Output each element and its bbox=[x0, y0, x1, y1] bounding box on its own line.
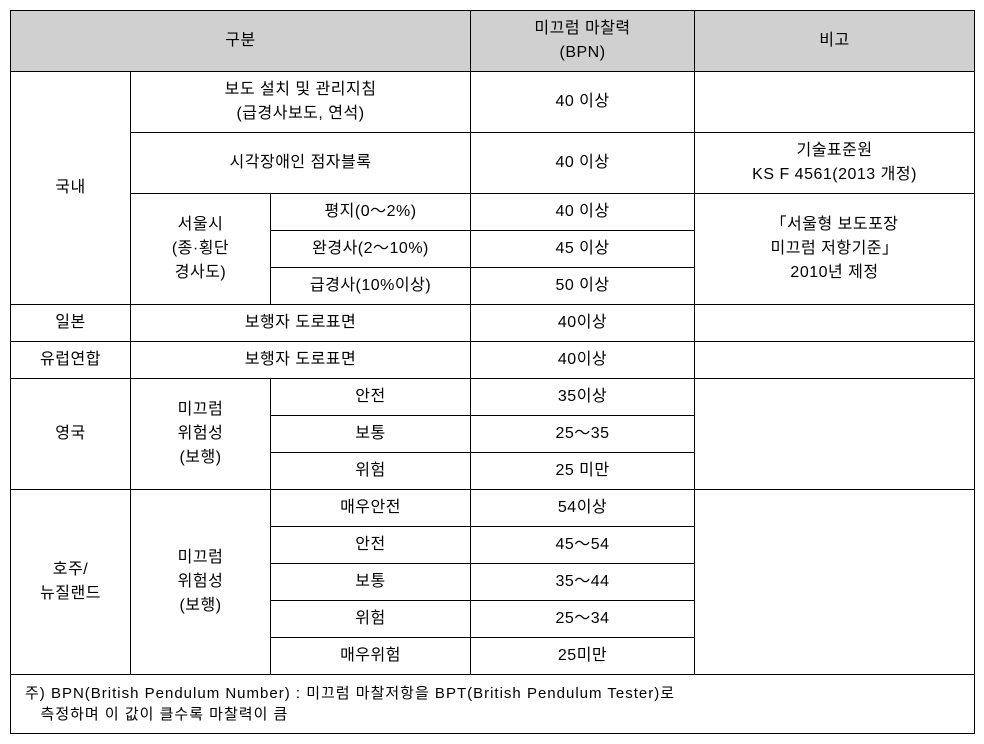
header-bpn: 미끄럼 마찰력 (BPN) bbox=[471, 11, 695, 72]
table-row: 영국 미끄럼 위험성 (보행) 안전 35이상 bbox=[11, 379, 975, 416]
text-line: (보행) bbox=[179, 597, 221, 614]
text-line: 미끄럼 bbox=[178, 401, 224, 418]
cell-uk-label: 영국 bbox=[11, 379, 131, 490]
table-footnote-row: 주) BPN(British Pendulum Number) : 미끄럼 마찰… bbox=[11, 675, 975, 734]
cell-domestic-r2-desc: 시각장애인 점자블록 bbox=[131, 133, 471, 194]
text-line: 호주/ bbox=[53, 561, 88, 578]
cell-seoul-r3-bpn: 40 이상 bbox=[471, 194, 695, 231]
cell-eu-bpn: 40이상 bbox=[471, 342, 695, 379]
cell-aunz-sub: 미끄럼 위험성 (보행) bbox=[131, 490, 271, 675]
cell-seoul-remark: 「서울형 보도포장 미끄럼 저항기준」 2010년 제정 bbox=[695, 194, 975, 305]
cell-domestic-label: 국내 bbox=[11, 72, 131, 305]
text-line: 「서울형 보도포장 bbox=[771, 216, 899, 233]
header-bpn-label: 미끄럼 마찰력 bbox=[534, 20, 630, 37]
header-bpn-unit: (BPN) bbox=[560, 44, 606, 61]
cell-uk-remark bbox=[695, 379, 975, 490]
table-row: 호주/ 뉴질랜드 미끄럼 위험성 (보행) 매우안전 54이상 bbox=[11, 490, 975, 527]
cell-uk-r3-desc: 위험 bbox=[271, 453, 471, 490]
text-line: 미끄럼 저항기준」 bbox=[771, 240, 899, 257]
cell-domestic-r2-bpn: 40 이상 bbox=[471, 133, 695, 194]
text-line: (보행) bbox=[179, 449, 221, 466]
text-line: KS F 4561(2013 개정) bbox=[752, 166, 917, 183]
cell-japan-desc: 보행자 도로표면 bbox=[131, 305, 471, 342]
cell-aunz-r5-desc: 매우위험 bbox=[271, 638, 471, 675]
slip-resistance-standards-table: 구분 미끄럼 마찰력 (BPN) 비고 국내 보도 설치 및 관리지침 (급경사… bbox=[10, 10, 975, 734]
cell-domestic-r1-bpn: 40 이상 bbox=[471, 72, 695, 133]
text-line: 2010년 제정 bbox=[790, 264, 878, 281]
cell-uk-r1-bpn: 35이상 bbox=[471, 379, 695, 416]
cell-aunz-r4-desc: 위험 bbox=[271, 601, 471, 638]
cell-uk-r3-bpn: 25 미만 bbox=[471, 453, 695, 490]
cell-aunz-r5-bpn: 25미만 bbox=[471, 638, 695, 675]
cell-seoul-r5-desc: 급경사(10%이상) bbox=[271, 268, 471, 305]
cell-seoul-r4-desc: 완경사(2～10%) bbox=[271, 231, 471, 268]
cell-japan-bpn: 40이상 bbox=[471, 305, 695, 342]
footnote-line1: 주) BPN(British Pendulum Number) : 미끄럼 마찰… bbox=[25, 685, 675, 702]
cell-seoul-r4-bpn: 45 이상 bbox=[471, 231, 695, 268]
cell-eu-remark bbox=[695, 342, 975, 379]
cell-eu-label: 유럽연합 bbox=[11, 342, 131, 379]
cell-footnote: 주) BPN(British Pendulum Number) : 미끄럼 마찰… bbox=[11, 675, 975, 734]
cell-aunz-r3-bpn: 35～44 bbox=[471, 564, 695, 601]
text-line: 뉴질랜드 bbox=[40, 585, 101, 602]
table-row: 유럽연합 보행자 도로표면 40이상 bbox=[11, 342, 975, 379]
cell-japan-remark bbox=[695, 305, 975, 342]
cell-domestic-r1-remark bbox=[695, 72, 975, 133]
cell-seoul-r3-desc: 평지(0～2%) bbox=[271, 194, 471, 231]
cell-seoul-r5-bpn: 50 이상 bbox=[471, 268, 695, 305]
header-category: 구분 bbox=[11, 11, 471, 72]
text-line: 위험성 bbox=[178, 573, 224, 590]
text-line: (급경사보도, 연석) bbox=[236, 105, 364, 122]
table-header-row: 구분 미끄럼 마찰력 (BPN) 비고 bbox=[11, 11, 975, 72]
text-line: 서울시 bbox=[178, 216, 224, 233]
cell-aunz-r4-bpn: 25～34 bbox=[471, 601, 695, 638]
text-line: (종·횡단 bbox=[172, 240, 229, 257]
text-line: 보도 설치 및 관리지침 bbox=[225, 81, 377, 98]
table-row: 일본 보행자 도로표면 40이상 bbox=[11, 305, 975, 342]
cell-uk-r1-desc: 안전 bbox=[271, 379, 471, 416]
cell-seoul-label: 서울시 (종·횡단 경사도) bbox=[131, 194, 271, 305]
cell-aunz-r1-bpn: 54이상 bbox=[471, 490, 695, 527]
cell-aunz-r2-bpn: 45～54 bbox=[471, 527, 695, 564]
cell-domestic-r2-remark: 기술표준원 KS F 4561(2013 개정) bbox=[695, 133, 975, 194]
cell-uk-r2-bpn: 25～35 bbox=[471, 416, 695, 453]
cell-domestic-r1-desc: 보도 설치 및 관리지침 (급경사보도, 연석) bbox=[131, 72, 471, 133]
table-row: 시각장애인 점자블록 40 이상 기술표준원 KS F 4561(2013 개정… bbox=[11, 133, 975, 194]
header-remark: 비고 bbox=[695, 11, 975, 72]
cell-eu-desc: 보행자 도로표면 bbox=[131, 342, 471, 379]
text-line: 기술표준원 bbox=[796, 142, 872, 159]
cell-uk-r2-desc: 보통 bbox=[271, 416, 471, 453]
text-line: 미끄럼 bbox=[178, 549, 224, 566]
footnote-line2: 측정하며 이 값이 클수록 마찰력이 큼 bbox=[41, 706, 289, 723]
cell-aunz-r1-desc: 매우안전 bbox=[271, 490, 471, 527]
cell-japan-label: 일본 bbox=[11, 305, 131, 342]
table-row: 국내 보도 설치 및 관리지침 (급경사보도, 연석) 40 이상 bbox=[11, 72, 975, 133]
cell-uk-sub: 미끄럼 위험성 (보행) bbox=[131, 379, 271, 490]
cell-aunz-r3-desc: 보통 bbox=[271, 564, 471, 601]
text-line: 위험성 bbox=[178, 425, 224, 442]
cell-aunz-label: 호주/ 뉴질랜드 bbox=[11, 490, 131, 675]
cell-aunz-r2-desc: 안전 bbox=[271, 527, 471, 564]
text-line: 경사도) bbox=[175, 264, 227, 281]
cell-aunz-remark bbox=[695, 490, 975, 675]
table-row: 서울시 (종·횡단 경사도) 평지(0～2%) 40 이상 「서울형 보도포장 … bbox=[11, 194, 975, 231]
